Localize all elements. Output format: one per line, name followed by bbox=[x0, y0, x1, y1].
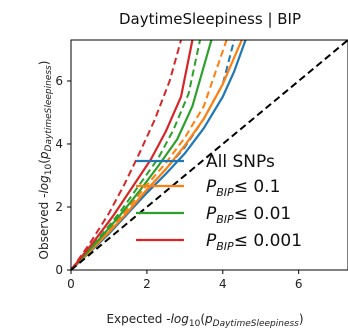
y-axis-label: Observed -log10(pDaytimeSleepiness) bbox=[37, 61, 54, 260]
plot-frame bbox=[70, 39, 348, 271]
series-expected-line-p-bip-0-01 bbox=[70, 39, 201, 271]
legend-label-p-bip-0-001: PBIP≤ 0.001 bbox=[206, 231, 302, 253]
series-expected-line-p-bip-0-1 bbox=[70, 39, 228, 271]
x-tick-label: 4 bbox=[219, 277, 227, 291]
chart-title: DaytimeSleepiness | BIP bbox=[119, 10, 301, 28]
legend-label-p-bip-0-01: PBIP≤ 0.01 bbox=[206, 204, 291, 226]
y-tick-label: 0 bbox=[55, 263, 63, 277]
legend-label-all-snps: All SNPs bbox=[206, 152, 275, 172]
legend-label-p-bip-0-1: PBIP≤ 0.1 bbox=[206, 177, 280, 199]
x-axis-ticks: 0 2 4 6 bbox=[67, 270, 302, 291]
reference-diagonal-line bbox=[70, 39, 348, 271]
x-tick-label: 2 bbox=[143, 277, 151, 291]
series-expected-line-p-bip-0-001 bbox=[70, 39, 183, 271]
x-tick-label: 0 bbox=[67, 277, 75, 291]
y-tick-label: 6 bbox=[55, 74, 63, 88]
plot-area bbox=[70, 39, 348, 271]
series-line-p-bip-0-01 bbox=[70, 39, 213, 271]
legend: All SNPs PBIP≤ 0.1 PBIP≤ 0.01 PBIP≤ 0.001 bbox=[136, 152, 302, 253]
x-axis-label: Expected -log10(pDaytimeSleepiness) bbox=[106, 312, 303, 329]
y-tick-label: 2 bbox=[55, 200, 63, 214]
x-tick-label: 6 bbox=[295, 277, 303, 291]
y-axis-ticks: 0 2 4 6 bbox=[55, 74, 71, 277]
series-line-p-bip-0-001 bbox=[70, 39, 194, 271]
series-layer bbox=[70, 39, 247, 271]
y-tick-label: 4 bbox=[55, 137, 63, 151]
series-line-p-bip-0-1 bbox=[70, 39, 243, 271]
